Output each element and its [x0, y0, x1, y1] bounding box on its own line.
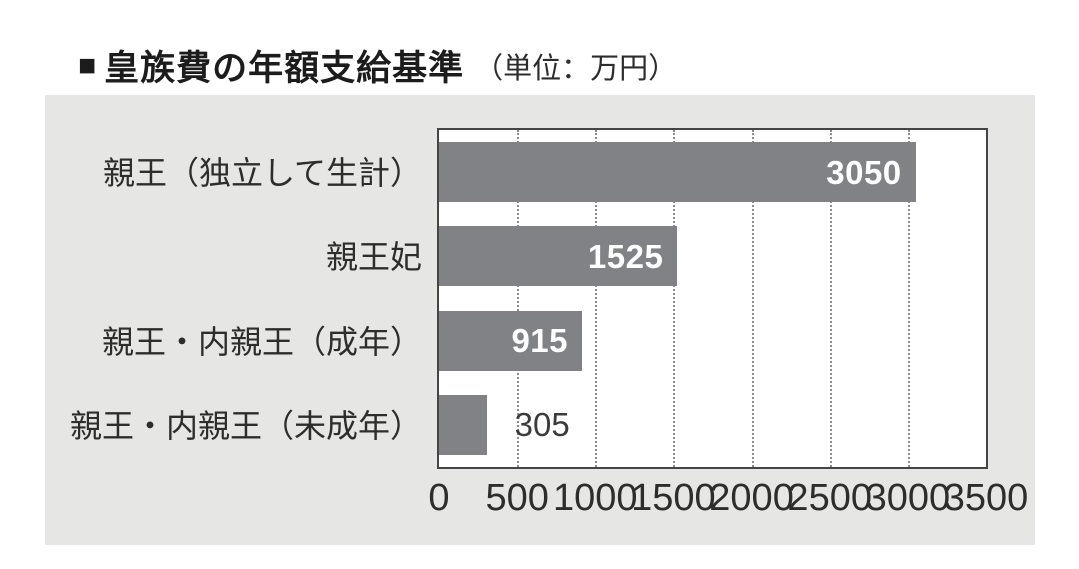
bar-親王・内親王（未成年） — [439, 394, 487, 455]
x-tick-label: 0 — [428, 477, 450, 519]
gridline-1000 — [595, 130, 598, 467]
category-label: 親王（独立して生計） — [102, 155, 422, 192]
bar-value: 305 — [514, 406, 570, 444]
chart-header: ■ 皇族費の年額支給基準 （単位：万円） — [78, 40, 677, 91]
category-label: 親王妃 — [325, 239, 422, 276]
x-tick-label: 3000 — [865, 477, 951, 519]
plot-area: 3050 1525 915 305 — [437, 128, 988, 469]
gridline-500 — [517, 130, 520, 467]
bar-row: 3050 — [439, 142, 986, 203]
gridline-2000 — [751, 130, 754, 467]
bar-value: 915 — [511, 322, 568, 360]
bar-row: 915 — [439, 310, 986, 371]
bar-row: 305 — [439, 394, 986, 455]
bar-row: 1525 — [439, 226, 986, 287]
gridline-3000 — [907, 130, 910, 467]
x-tick-label: 2000 — [709, 477, 794, 519]
chart-title: 皇族費の年額支給基準 — [104, 49, 465, 88]
gridline-2500 — [829, 130, 832, 467]
x-tick-label: 500 — [485, 477, 549, 519]
x-tick-label: 1000 — [553, 477, 638, 519]
x-tick-label: 3500 — [943, 477, 1029, 519]
square-bullet-icon: ■ — [78, 48, 97, 82]
chart-panel: 3050 1525 915 305 親王（独立して生計） 親王妃親王・内親王（成年） 親王… — [45, 95, 1035, 545]
x-tick-label: 2500 — [787, 477, 872, 519]
category-label: 親王・内親王（未成年） — [69, 407, 422, 444]
bar-親王（独立して生計）: 3050 — [439, 142, 916, 203]
bar-親王妃: 1525 — [439, 226, 678, 287]
category-label: 親王・内親王（成年） — [101, 323, 422, 360]
gridline-1500 — [673, 130, 676, 467]
bar-親王・内親王（成年）: 915 — [439, 310, 582, 371]
unit-note: （単位：万円） — [474, 52, 678, 85]
bar-value: 1525 — [587, 237, 664, 275]
x-tick-label: 1500 — [631, 477, 716, 519]
bar-value: 3050 — [826, 153, 902, 191]
